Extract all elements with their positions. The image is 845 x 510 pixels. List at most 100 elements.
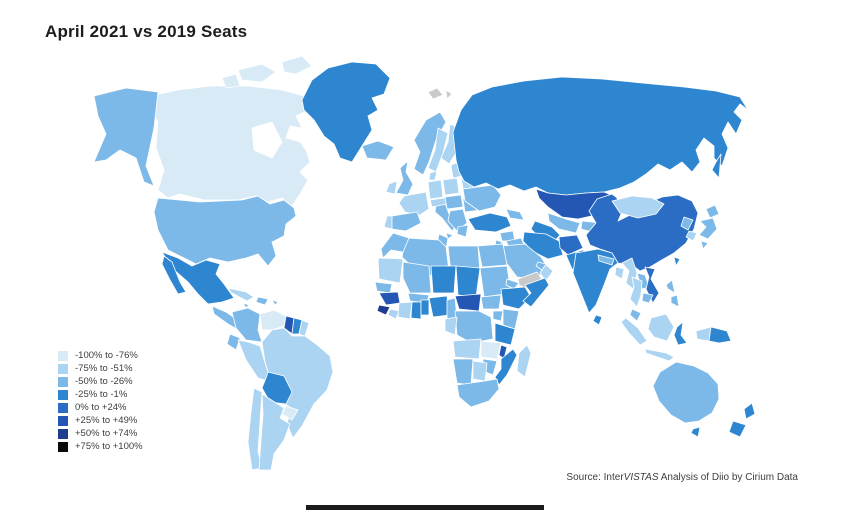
country-france (398, 191, 430, 216)
country-philippines (665, 279, 676, 294)
country-philippines (670, 294, 680, 308)
country-jamaica (242, 302, 250, 309)
country-colombia (231, 307, 263, 343)
country-new-zealand-north (743, 402, 756, 420)
country-mexico (161, 251, 235, 305)
country-morocco (380, 232, 410, 259)
country-greece (456, 224, 469, 238)
legend-swatch (58, 429, 68, 439)
country-germany (427, 179, 444, 200)
country-uganda (492, 310, 504, 322)
country-ecuador (226, 333, 241, 351)
country-arctic-island (237, 63, 277, 83)
legend-item: 0% to +24% (58, 403, 143, 413)
country-ghana (410, 301, 422, 320)
country-arctic-island (281, 55, 313, 75)
country-south-korea (685, 230, 698, 242)
country-malaysia (629, 308, 642, 322)
country-portugal (383, 215, 393, 230)
country-iceland (361, 140, 395, 161)
legend-label: -25% to -1% (75, 389, 128, 400)
country-alaska (93, 87, 159, 187)
country-nigeria (428, 295, 450, 318)
country-mozambique (494, 348, 518, 386)
island-java (644, 348, 675, 362)
island-borneo (647, 313, 675, 342)
country-venezuela (259, 309, 287, 331)
country-japan-honshu (698, 217, 718, 240)
country-north-korea (680, 216, 694, 231)
country-russia (452, 76, 749, 196)
country-south-sudan (480, 294, 502, 310)
country-thailand (629, 276, 643, 308)
region-togo-benin (420, 299, 430, 316)
legend-swatch (58, 377, 68, 387)
country-niger (430, 265, 457, 294)
legend-swatch (58, 442, 68, 452)
hudson-bay (251, 121, 283, 159)
country-india (572, 248, 619, 314)
legend-swatch (58, 364, 68, 374)
country-mongolia (611, 195, 665, 219)
country-iran (522, 231, 564, 260)
country-angola (452, 338, 482, 360)
region-caucasus (505, 208, 525, 221)
source-attribution: Source: InterVISTAS Analysis of Diio by … (566, 472, 798, 483)
country-taiwan (673, 256, 681, 267)
country-denmark (428, 170, 438, 181)
country-svalbard (445, 89, 453, 100)
source-suffix: Analysis of Diio by Cirium Data (658, 472, 798, 483)
legend-label: +50% to +74% (75, 428, 138, 439)
country-mexico-baja (161, 255, 187, 295)
country-arctic-island (221, 73, 241, 89)
country-sri-lanka (592, 314, 603, 326)
country-ivory-coast (397, 301, 413, 320)
region-nepal-bhutan (597, 254, 615, 266)
legend: -100% to -76% -75% to -51% -50% to -26% … (58, 351, 143, 452)
country-guinea (378, 291, 401, 306)
country-cambodia (641, 292, 654, 304)
country-zambia (480, 340, 502, 360)
country-poland (442, 177, 460, 196)
country-south-africa (456, 378, 500, 408)
country-paraguay (281, 405, 299, 421)
page-title: April 2021 vs 2019 Seats (45, 22, 248, 41)
country-sakhalin (711, 153, 722, 179)
legend-item: -50% to -26% (58, 377, 143, 387)
region-czech-hungary (444, 194, 464, 210)
bottom-crop-artifact (306, 505, 544, 510)
country-usa (153, 195, 297, 267)
country-uk (395, 160, 414, 196)
legend-swatch (58, 416, 68, 426)
country-japan-kyushu (700, 240, 709, 250)
legend-swatch (58, 390, 68, 400)
source-brand-italic: VISTAS (623, 472, 659, 483)
legend-label: 0% to +24% (75, 402, 127, 413)
legend-swatch (58, 351, 68, 361)
country-bangladesh (614, 266, 625, 280)
country-chad (455, 265, 481, 298)
source-prefix: Source: Inter (566, 472, 624, 483)
region-gabon-congo (444, 316, 458, 336)
country-dr-congo (454, 310, 494, 344)
legend-item: +50% to +74% (58, 429, 143, 439)
country-afghanistan (558, 234, 584, 256)
legend-item: +25% to +49% (58, 416, 143, 426)
region-uae-qatar (535, 261, 547, 271)
legend-label: -100% to -76% (75, 350, 138, 361)
country-papua-new-guinea (708, 326, 732, 344)
island-sulawesi (673, 321, 688, 346)
country-botswana (472, 360, 488, 382)
country-central-african-republic (454, 293, 482, 312)
country-sierra-leone (376, 304, 391, 316)
island-sumatra (620, 317, 648, 346)
country-mali (402, 261, 432, 294)
country-puerto-rico (271, 299, 279, 306)
country-ireland (385, 180, 398, 195)
country-tanzania (494, 322, 516, 346)
country-cuba (227, 287, 255, 302)
country-hispaniola (255, 296, 269, 306)
country-japan-hokkaido (705, 204, 720, 219)
